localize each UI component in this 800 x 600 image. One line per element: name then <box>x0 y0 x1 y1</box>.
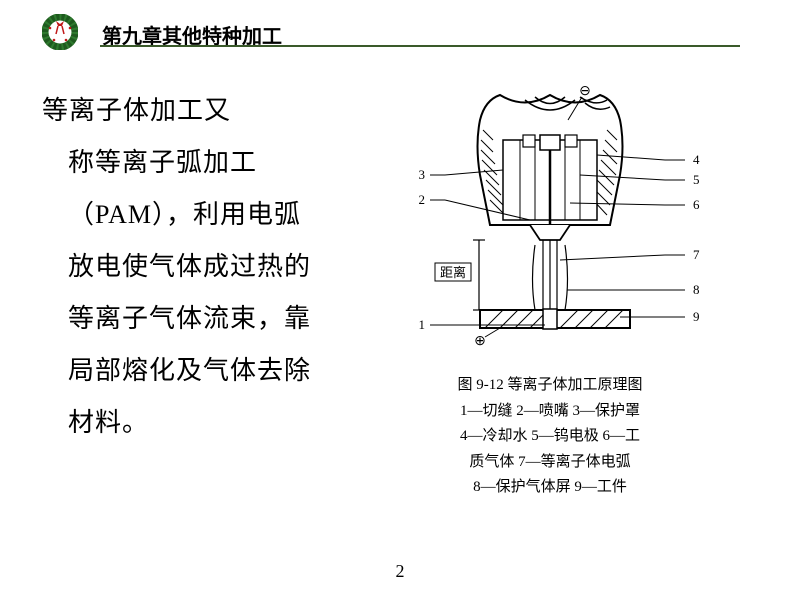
svg-text:7: 7 <box>693 247 700 262</box>
figure-legend-1: 1—切缝 2—喷嘴 3—保护罩 <box>345 399 755 425</box>
page-number: 2 <box>0 561 800 582</box>
body-paragraph: 等离子体加工又 称等离子弧加工（PAM），利用电弧放电使气体成过热的等离子气体流… <box>42 85 327 449</box>
svg-text:2: 2 <box>419 192 426 207</box>
svg-text:5: 5 <box>693 172 700 187</box>
body-rest: 称等离子弧加工（PAM），利用电弧放电使气体成过热的等离子气体流束，靠局部熔化及… <box>42 137 327 449</box>
wreath-decoration <box>42 14 78 50</box>
header-divider <box>100 45 740 47</box>
svg-text:8: 8 <box>693 282 700 297</box>
figure-legend-3: 质气体 7—等离子体电弧 <box>345 450 755 476</box>
svg-text:⊕: ⊕ <box>474 334 486 349</box>
figure-title: 图 9-12 等离子体加工原理图 <box>345 373 755 399</box>
svg-text:9: 9 <box>693 309 700 324</box>
figure-legend-4: 8—保护气体屏 9—工件 <box>345 475 755 501</box>
figure-9-12: 距离 ⊖ ⊕ 4 5 6 7 8 9 3 2 1 图 9-12 等离子体加工原理图 1—切缝 2… <box>345 85 755 501</box>
svg-text:6: 6 <box>693 197 700 212</box>
svg-text:⊖: ⊖ <box>579 85 591 99</box>
figure-caption: 图 9-12 等离子体加工原理图 1—切缝 2—喷嘴 3—保护罩 4—冷却水 5… <box>345 373 755 501</box>
svg-text:3: 3 <box>419 167 426 182</box>
svg-text:4: 4 <box>693 152 700 167</box>
svg-text:1: 1 <box>419 317 426 332</box>
body-line1: 等离子体加工又 <box>42 85 327 137</box>
plasma-diagram: 距离 ⊖ ⊕ 4 5 6 7 8 9 3 2 1 <box>385 85 715 365</box>
distance-label: 距离 <box>440 265 466 280</box>
figure-legend-2: 4—冷却水 5—钨电极 6—工 <box>345 424 755 450</box>
